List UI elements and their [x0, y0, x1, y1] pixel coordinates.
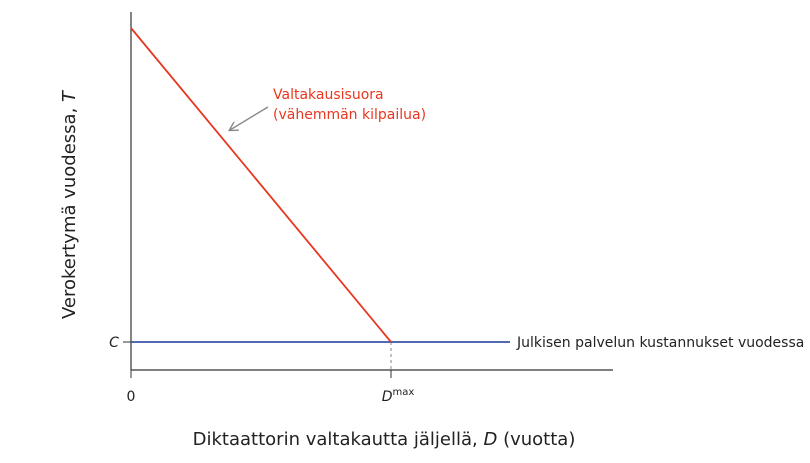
- blue-label: Julkisen palvelun kustannukset vuodessa: [516, 335, 804, 351]
- x-label-text: Diktaattorin valtakautta jäljellä,: [193, 429, 484, 450]
- y-label-var: T: [59, 89, 80, 102]
- dmax-base: D: [382, 389, 393, 405]
- x-label-var: D: [483, 429, 497, 450]
- tenure-line: [130, 27, 392, 343]
- origin-label: 0: [127, 389, 136, 405]
- x-axis-label: Diktaattorin valtakautta jäljellä, D (vu…: [193, 429, 576, 450]
- arrow: [230, 106, 269, 130]
- dmax-sup: max: [392, 387, 414, 398]
- red-label: Valtakausisuora: [273, 87, 384, 103]
- y-label-text: Verokertymä vuodessa,: [59, 102, 80, 319]
- c-label: C: [109, 335, 119, 351]
- y-axis-label: Verokertymä vuodessa, T: [59, 89, 80, 319]
- red-label: (vähemmän kilpailua): [273, 107, 426, 123]
- x-label-unit: (vuotta): [497, 429, 575, 450]
- dmax-label: Dmax: [382, 387, 415, 405]
